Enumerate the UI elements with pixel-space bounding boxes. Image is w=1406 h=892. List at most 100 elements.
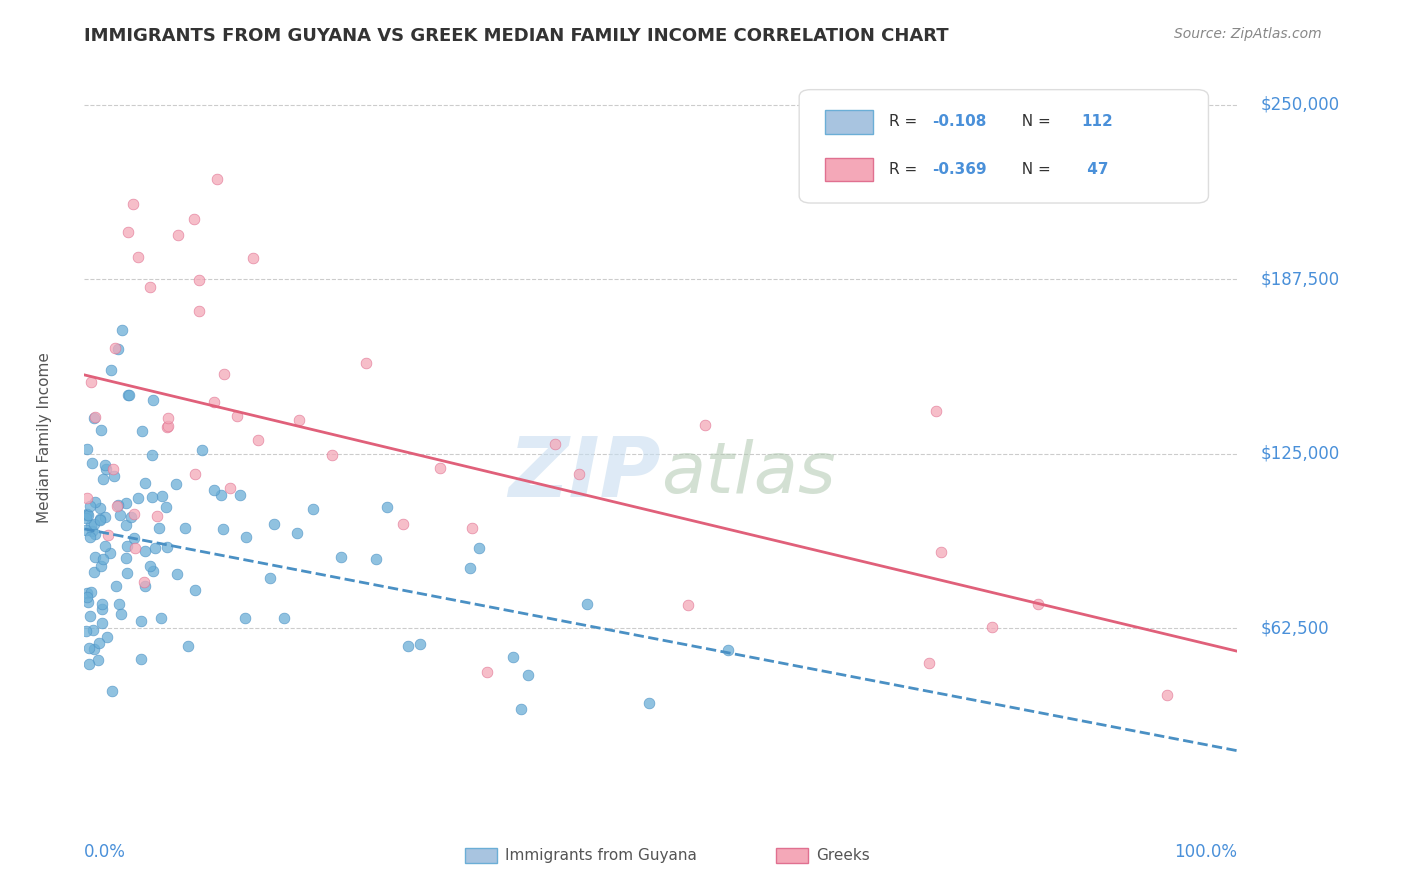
- Point: [80, 584, 103, 599]
- Point: [141, 490, 163, 504]
- Point: [76, 442, 98, 456]
- Point: [141, 448, 163, 462]
- Point: [157, 410, 180, 425]
- Point: [80, 376, 103, 390]
- Point: [285, 526, 308, 541]
- Point: [115, 566, 138, 581]
- Point: [156, 540, 179, 554]
- FancyBboxPatch shape: [799, 90, 1209, 203]
- Text: IMMIGRANTS FROM GUYANA VS GREEK MEDIAN FAMILY INCOME CORRELATION CHART: IMMIGRANTS FROM GUYANA VS GREEK MEDIAN F…: [84, 27, 949, 45]
- Point: [191, 442, 214, 457]
- Text: Median Family Income: Median Family Income: [37, 351, 52, 523]
- Text: Source: ZipAtlas.com: Source: ZipAtlas.com: [1174, 27, 1322, 41]
- Text: 47: 47: [1081, 161, 1108, 177]
- Point: [118, 388, 141, 402]
- Point: [184, 467, 207, 481]
- Point: [134, 476, 156, 491]
- Text: Immigrants from Guyana: Immigrants from Guyana: [505, 848, 697, 863]
- Text: 0.0%: 0.0%: [84, 843, 127, 861]
- Point: [247, 434, 270, 448]
- Point: [90, 615, 112, 630]
- Point: [510, 702, 533, 716]
- Point: [517, 668, 540, 682]
- Point: [132, 575, 155, 590]
- Point: [183, 212, 205, 227]
- Point: [461, 521, 484, 535]
- Point: [188, 304, 211, 318]
- Point: [76, 508, 98, 522]
- Point: [77, 508, 100, 522]
- Point: [97, 527, 120, 541]
- Point: [122, 507, 145, 521]
- Point: [83, 642, 105, 657]
- Point: [458, 560, 481, 574]
- Bar: [824, 158, 873, 181]
- Point: [83, 527, 105, 541]
- Point: [110, 607, 132, 621]
- Point: [142, 392, 165, 407]
- Point: [96, 630, 118, 644]
- Point: [76, 586, 98, 600]
- Point: [124, 541, 146, 555]
- Point: [129, 652, 152, 666]
- Point: [103, 469, 125, 483]
- Point: [156, 419, 179, 434]
- Point: [91, 552, 114, 566]
- Point: [117, 388, 139, 402]
- Point: [218, 481, 240, 495]
- Point: [259, 571, 281, 585]
- Point: [396, 639, 419, 653]
- Point: [205, 172, 228, 186]
- Point: [211, 488, 233, 502]
- Point: [354, 356, 377, 370]
- Point: [174, 521, 197, 535]
- Point: [146, 509, 169, 524]
- Point: [77, 595, 100, 609]
- Point: [475, 665, 498, 680]
- Point: [242, 251, 264, 265]
- Point: [77, 640, 100, 655]
- Point: [409, 637, 432, 651]
- Point: [104, 579, 127, 593]
- Point: [717, 643, 740, 657]
- Point: [235, 530, 257, 544]
- Point: [150, 489, 173, 503]
- Point: [392, 517, 415, 532]
- Point: [121, 197, 143, 211]
- Text: R =: R =: [889, 114, 922, 129]
- Point: [918, 656, 941, 670]
- Point: [139, 559, 162, 574]
- Point: [638, 697, 661, 711]
- Point: [143, 541, 166, 556]
- Point: [149, 611, 172, 625]
- Text: atlas: atlas: [661, 439, 835, 508]
- Text: ZIP: ZIP: [508, 434, 661, 514]
- Bar: [465, 848, 498, 863]
- Point: [364, 552, 387, 566]
- Point: [202, 483, 225, 497]
- Point: [101, 684, 124, 698]
- Text: $250,000: $250,000: [1260, 95, 1340, 114]
- Point: [1026, 597, 1049, 611]
- Point: [120, 509, 142, 524]
- Point: [89, 513, 111, 527]
- Point: [929, 545, 952, 559]
- Point: [177, 640, 200, 654]
- Point: [329, 549, 352, 564]
- Point: [94, 458, 117, 472]
- Point: [77, 657, 100, 671]
- Point: [100, 362, 122, 376]
- Point: [139, 280, 162, 294]
- Point: [104, 341, 127, 355]
- Point: [114, 550, 136, 565]
- Point: [84, 550, 107, 565]
- Point: [166, 567, 188, 582]
- Point: [212, 367, 235, 381]
- Point: [134, 544, 156, 558]
- Point: [115, 517, 138, 532]
- Point: [544, 436, 567, 450]
- Text: 112: 112: [1081, 114, 1114, 129]
- Point: [82, 524, 104, 538]
- Point: [148, 521, 170, 535]
- Point: [184, 583, 207, 598]
